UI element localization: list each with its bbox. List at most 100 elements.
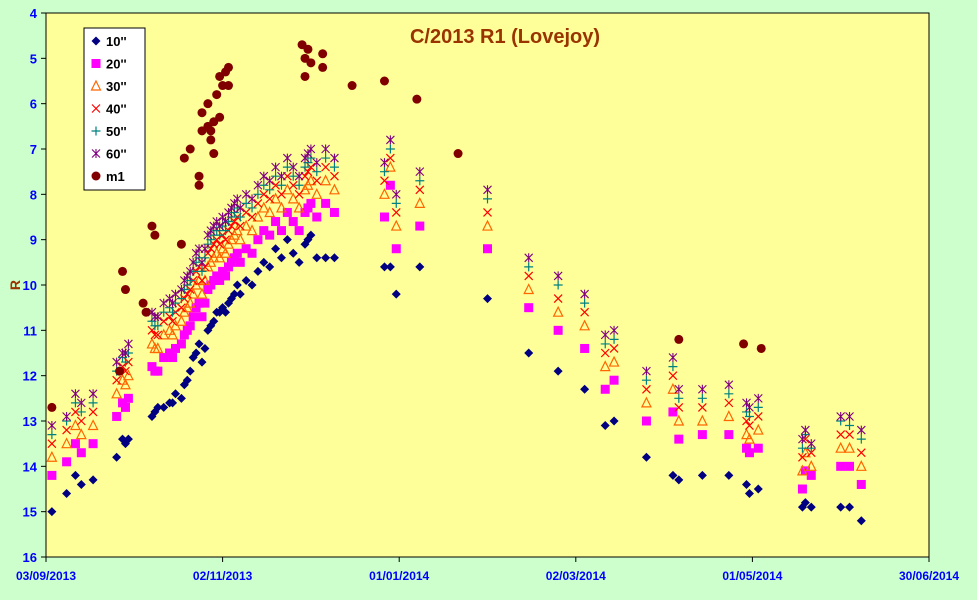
data-point (553, 280, 563, 290)
data-point (753, 484, 763, 494)
legend-item: 10'' (91, 34, 127, 49)
data-point (288, 162, 298, 172)
data-point (641, 452, 651, 462)
data-point (600, 339, 610, 349)
data-point (200, 253, 210, 263)
data-point (347, 81, 357, 91)
data-point (176, 294, 186, 304)
data-point (179, 153, 189, 163)
data-point (844, 441, 856, 453)
data-point (112, 452, 122, 462)
data-point (147, 221, 157, 231)
data-point (580, 343, 590, 353)
data-point (385, 144, 395, 154)
data-point (47, 470, 57, 480)
data-point (264, 206, 276, 218)
x-tick-label: 01/05/2014 (722, 569, 782, 583)
data-point (412, 94, 422, 104)
data-point (294, 171, 304, 181)
data-point (391, 189, 401, 199)
data-point (235, 212, 245, 222)
data-point (220, 246, 232, 258)
data-point (321, 144, 331, 154)
data-point (206, 126, 216, 136)
data-point (288, 248, 298, 258)
data-point (200, 343, 210, 353)
data-point (553, 325, 563, 335)
data-point (743, 432, 755, 444)
data-point (226, 257, 236, 267)
data-point (112, 411, 122, 421)
data-point (753, 402, 763, 412)
data-point (579, 319, 591, 331)
data-point (118, 398, 128, 408)
data-point (221, 235, 230, 245)
data-point (147, 316, 157, 326)
data-point (288, 180, 298, 190)
data-point (159, 298, 169, 308)
data-point (88, 389, 98, 399)
data-point (553, 366, 563, 376)
data-point (483, 194, 492, 204)
y-tick-label: 14 (23, 459, 38, 474)
y-tick-label: 9 (30, 233, 37, 248)
data-point (153, 321, 163, 331)
data-point (385, 135, 395, 145)
data-point (209, 149, 219, 159)
data-point (744, 448, 754, 458)
data-point (855, 459, 867, 471)
data-point (724, 398, 734, 408)
data-point (232, 280, 242, 290)
data-point (306, 230, 316, 240)
data-point (753, 393, 763, 403)
data-point (197, 312, 207, 322)
data-point (453, 149, 463, 159)
data-point (739, 339, 749, 349)
data-point (483, 294, 492, 304)
data-point (294, 226, 304, 236)
data-point (306, 144, 316, 154)
data-point (171, 289, 180, 299)
data-point (46, 450, 58, 462)
data-point (168, 316, 177, 326)
data-point (235, 289, 245, 299)
data-point (600, 330, 610, 340)
data-point (75, 428, 87, 440)
legend-item: 40'' (91, 102, 127, 117)
data-point (753, 443, 763, 453)
y-tick-label: 7 (30, 142, 37, 157)
data-point (168, 353, 178, 363)
data-point (674, 434, 684, 444)
data-point (483, 244, 492, 254)
y-tick-label: 12 (23, 369, 37, 384)
data-point (259, 171, 269, 181)
data-point (212, 271, 222, 281)
legend: 10'' 20'' 30'' 40'' 50'' 60'' m1 (83, 27, 146, 191)
data-point (61, 437, 73, 449)
data-point (196, 287, 208, 299)
data-point (391, 208, 401, 217)
data-point (797, 443, 807, 453)
data-point (120, 357, 130, 367)
data-point (294, 189, 304, 199)
data-point (120, 402, 130, 412)
data-point (112, 357, 122, 367)
data-point (88, 439, 98, 449)
data-point (524, 253, 534, 263)
data-point (187, 287, 199, 299)
y-tick-label: 11 (23, 323, 37, 338)
series-20-points (47, 180, 866, 494)
data-point (209, 275, 219, 285)
data-point (293, 201, 305, 213)
data-point (379, 262, 389, 272)
data-point (415, 167, 425, 177)
x-tick-label: 02/03/2014 (546, 569, 606, 583)
data-point (253, 180, 263, 190)
data-point (282, 207, 292, 217)
data-point (177, 285, 186, 295)
data-point (203, 239, 213, 249)
data-point (265, 185, 275, 195)
data-point (150, 330, 160, 340)
data-point (524, 303, 534, 313)
data-point (47, 402, 57, 412)
